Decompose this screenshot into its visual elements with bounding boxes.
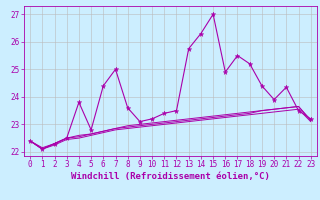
X-axis label: Windchill (Refroidissement éolien,°C): Windchill (Refroidissement éolien,°C) [71, 172, 270, 181]
